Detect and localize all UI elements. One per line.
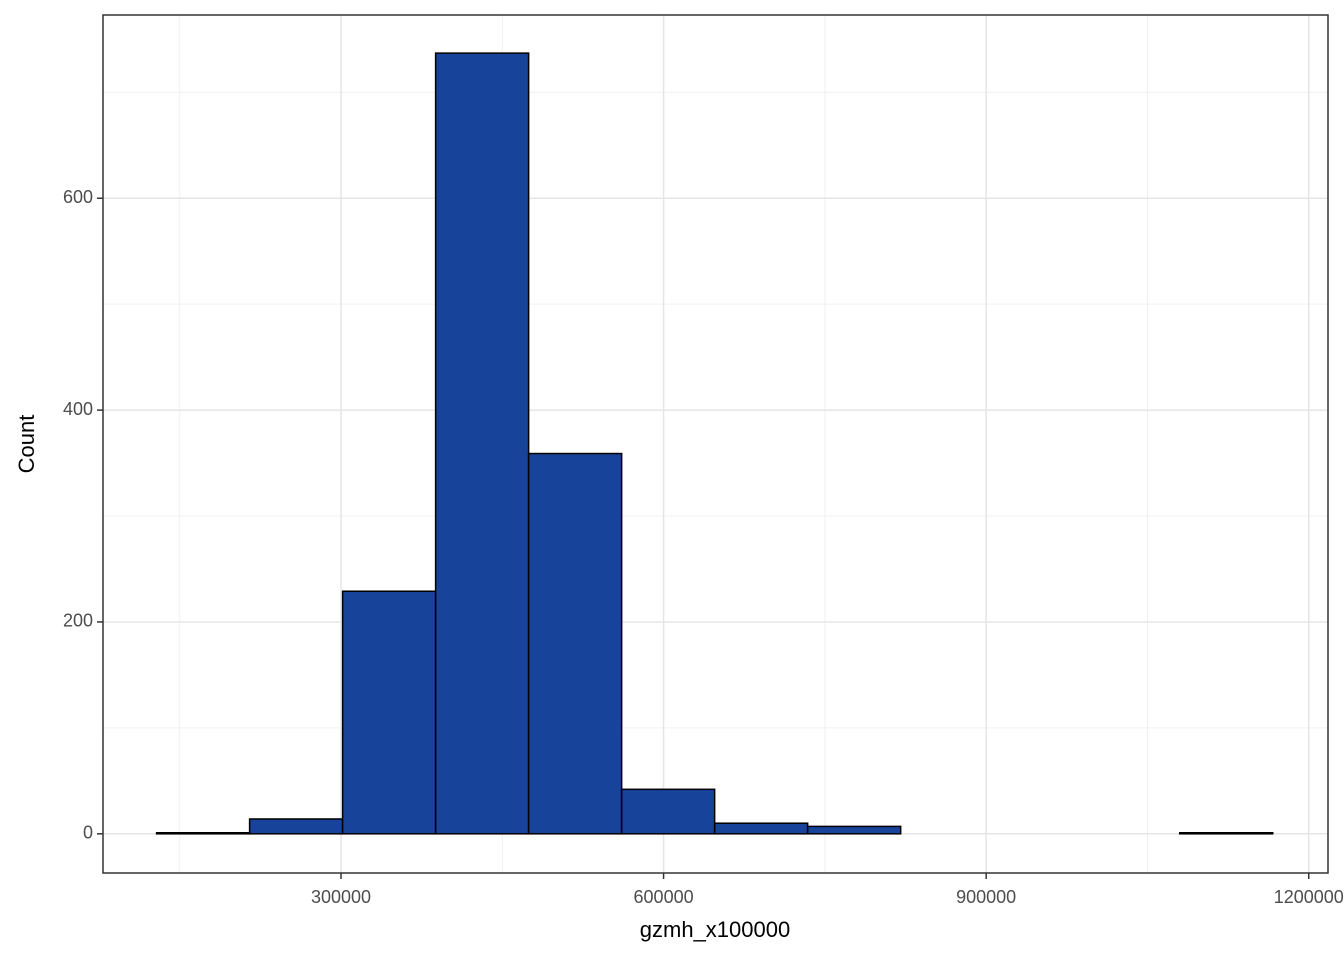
y-tick-label: 200 bbox=[63, 611, 93, 631]
bar bbox=[713, 822, 809, 835]
x-tick-label: 1200000 bbox=[1274, 887, 1344, 907]
x-tick-label: 600000 bbox=[634, 887, 694, 907]
x-axis-title: gzmh_x100000 bbox=[640, 917, 790, 942]
bar bbox=[248, 818, 344, 835]
y-tick-label: 0 bbox=[83, 823, 93, 843]
panel bbox=[103, 15, 1328, 873]
x-tick-label: 300000 bbox=[311, 887, 371, 907]
bar bbox=[1178, 831, 1274, 835]
y-axis-title: Count bbox=[14, 415, 39, 474]
bar bbox=[620, 788, 716, 835]
panel-border bbox=[102, 14, 1329, 874]
bar bbox=[434, 52, 530, 835]
y-tick-label: 600 bbox=[63, 187, 93, 207]
bar bbox=[806, 825, 902, 835]
y-tick-label: 400 bbox=[63, 399, 93, 419]
bar bbox=[527, 452, 623, 835]
bar bbox=[155, 831, 251, 835]
bar bbox=[341, 590, 437, 835]
x-tick-label: 900000 bbox=[956, 887, 1016, 907]
